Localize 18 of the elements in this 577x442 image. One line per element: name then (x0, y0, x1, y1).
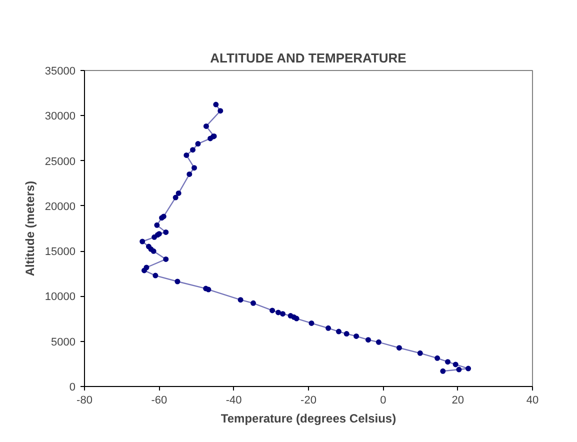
y-tick-label: 30000 (44, 110, 76, 123)
x-tick-label: 0 (380, 394, 386, 406)
y-axis-title: Altitude (meters) (22, 180, 37, 276)
x-tick-label: -20 (300, 394, 316, 406)
x-tick-label: 20 (452, 394, 464, 406)
y-tick-label: 5000 (51, 336, 76, 348)
x-tick-label: 40 (526, 394, 539, 406)
y-tick-label: 20000 (44, 200, 76, 213)
y-tick-label: 15000 (44, 246, 76, 258)
y-tick-label: 0 (69, 382, 76, 394)
y-tick-label: 10000 (44, 291, 76, 304)
y-tick-label: 25000 (44, 156, 76, 168)
chart-title: ALTITUDE AND TEMPERATURE (210, 50, 407, 66)
x-tick-label: -60 (151, 394, 168, 406)
y-tick-label: 35000 (44, 66, 76, 78)
x-axis-title: Temperature (degrees Celsius) (220, 412, 396, 426)
x-tick-label: -40 (226, 394, 242, 406)
x-tick-label: -80 (76, 394, 92, 406)
